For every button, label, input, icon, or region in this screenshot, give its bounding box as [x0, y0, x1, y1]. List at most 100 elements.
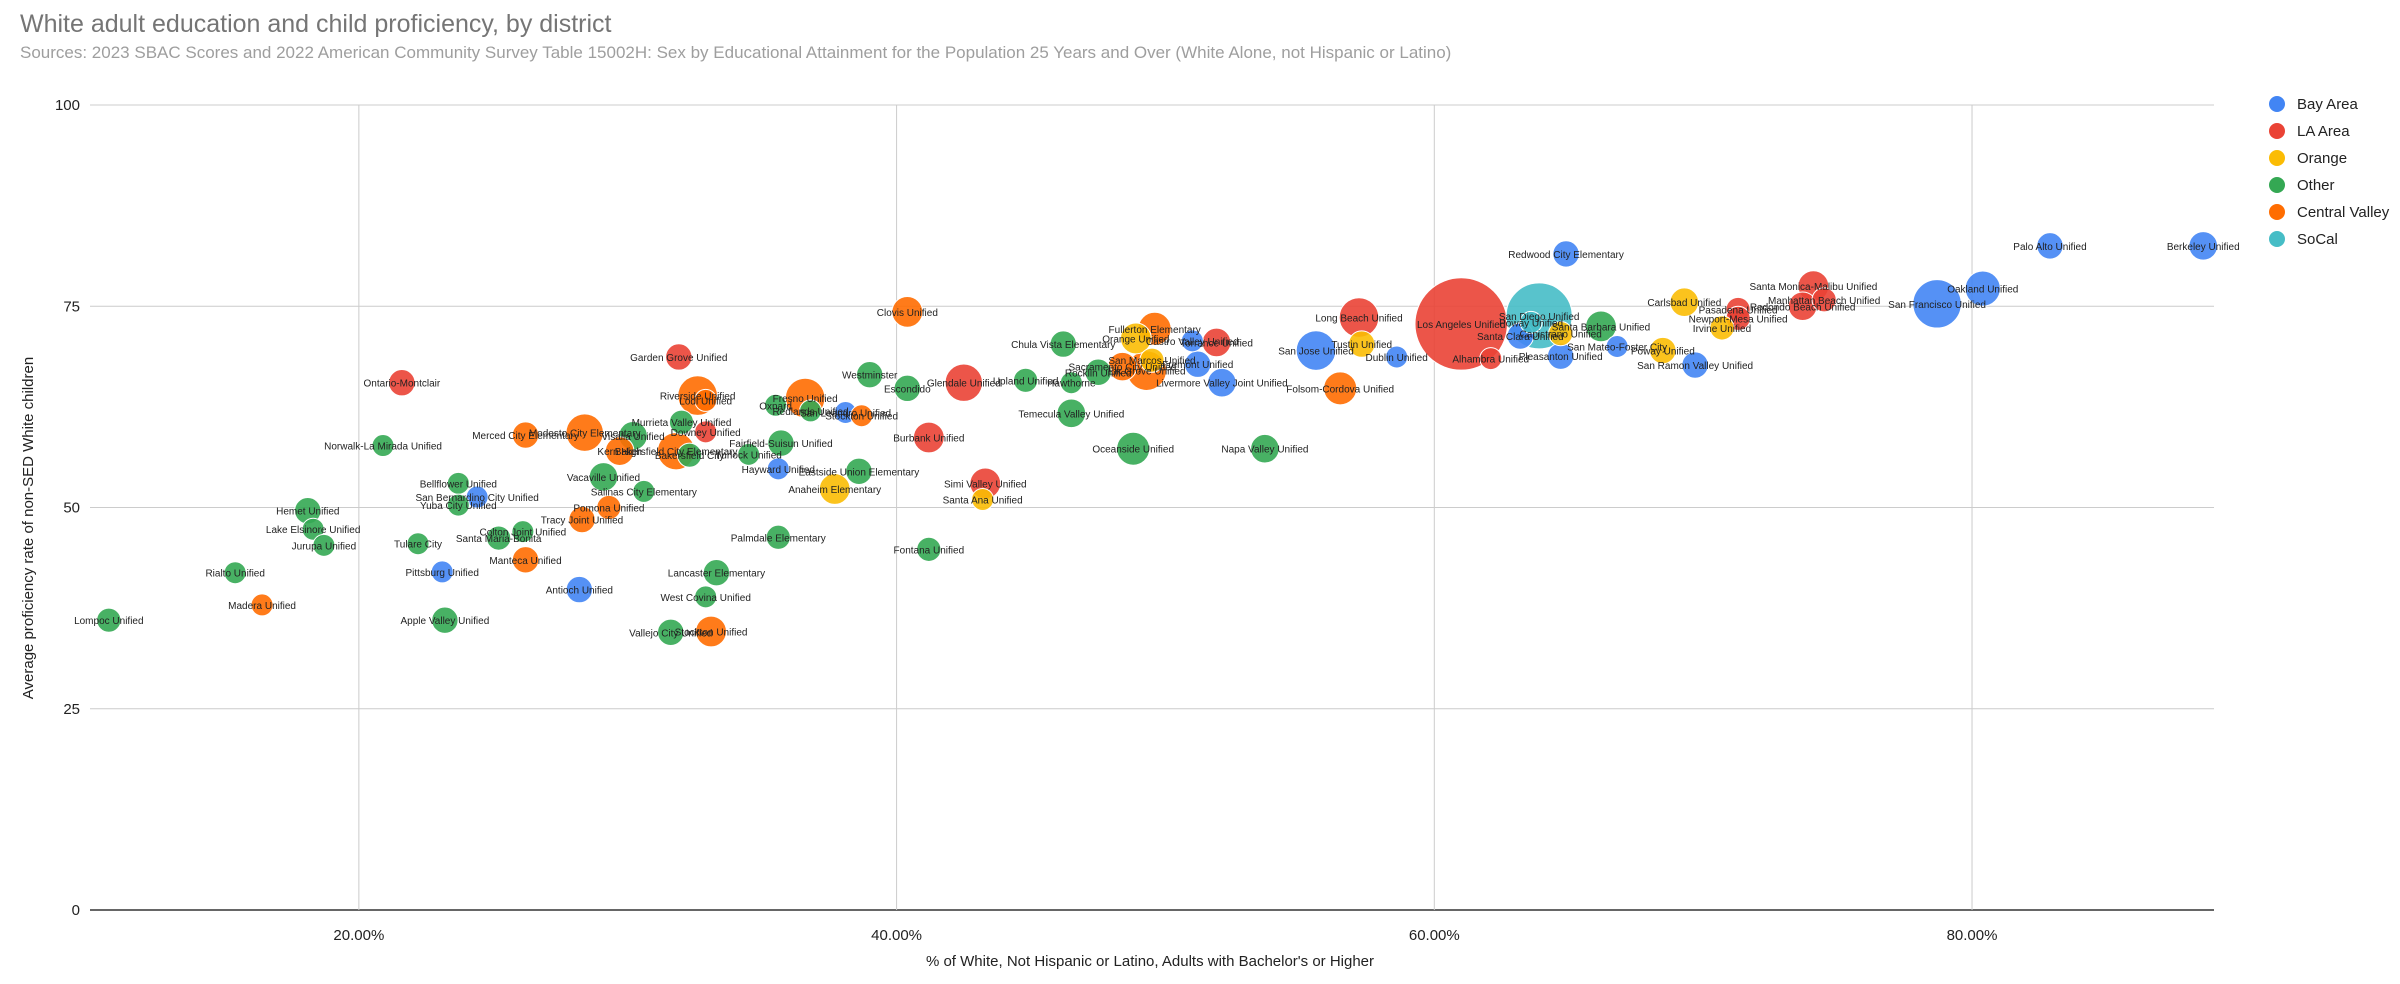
data-point[interactable] [912, 421, 945, 454]
data-point[interactable] [694, 388, 718, 412]
data-point[interactable] [850, 404, 874, 428]
data-point[interactable] [632, 479, 656, 503]
data-point[interactable] [767, 429, 795, 457]
data-point[interactable] [2188, 231, 2219, 261]
data-point[interactable] [1116, 431, 1151, 466]
data-point[interactable] [676, 442, 703, 468]
data-points [96, 231, 2219, 648]
data-point[interactable] [855, 360, 884, 389]
data-point[interactable] [511, 546, 540, 574]
data-point[interactable] [657, 618, 685, 646]
data-point[interactable] [1049, 330, 1077, 358]
data-point[interactable] [694, 420, 718, 444]
data-point[interactable] [737, 442, 761, 466]
point-label: Long Beach Unified [1315, 314, 1402, 325]
data-point[interactable] [388, 369, 416, 397]
point-label: Sacramento City Unified [1069, 363, 1177, 374]
data-point[interactable] [1811, 287, 1837, 313]
data-point[interactable] [1059, 371, 1083, 395]
data-point[interactable] [1548, 321, 1574, 347]
data-point[interactable] [1119, 322, 1152, 355]
data-point[interactable] [766, 457, 790, 481]
data-point[interactable] [446, 493, 470, 517]
data-point[interactable] [1139, 347, 1165, 373]
data-point[interactable] [818, 473, 851, 505]
point-label: Vacaville Unified [567, 473, 640, 484]
data-point[interactable] [301, 517, 325, 541]
data-point[interactable] [1709, 315, 1735, 341]
point-label: Pasadena Unified [1699, 305, 1778, 316]
data-point[interactable] [406, 532, 430, 556]
y-axis-title: Average proficiency rate of non-SED Whit… [20, 357, 37, 699]
point-label: Pittsburg Unified [406, 568, 479, 579]
point-label: West Covina Unified [660, 593, 750, 604]
data-point[interactable] [1519, 310, 1543, 334]
data-point[interactable] [511, 520, 535, 544]
data-point[interactable] [1681, 351, 1709, 379]
point-label: Murrieta Valley Unified [632, 418, 732, 429]
data-point[interactable] [1180, 329, 1204, 353]
data-point[interactable] [1013, 367, 1039, 393]
data-point[interactable] [568, 505, 596, 534]
data-point[interactable] [1084, 358, 1112, 386]
data-point[interactable] [604, 436, 635, 466]
data-point[interactable] [891, 295, 924, 328]
data-point[interactable] [916, 536, 942, 562]
data-point[interactable] [511, 421, 540, 449]
data-point[interactable] [893, 374, 922, 403]
data-point[interactable] [250, 593, 274, 617]
data-point[interactable] [1649, 336, 1677, 365]
data-point[interactable] [695, 615, 727, 648]
data-point[interactable] [1585, 310, 1617, 343]
data-point[interactable] [665, 343, 693, 371]
data-point[interactable] [431, 606, 459, 634]
data-point[interactable] [2036, 232, 2064, 260]
point-label: Tulare City [394, 540, 442, 551]
data-point[interactable] [1479, 347, 1503, 371]
data-point[interactable] [96, 607, 122, 633]
point-label: Kern High [597, 447, 641, 458]
data-point[interactable] [588, 462, 619, 492]
data-point[interactable] [1295, 330, 1337, 371]
point-label: Bellflower Unified [420, 479, 497, 490]
data-point[interactable] [668, 409, 695, 435]
data-point[interactable] [223, 561, 247, 585]
data-point[interactable] [371, 434, 395, 458]
y-tick-label: 0 [72, 902, 80, 919]
data-point[interactable] [430, 560, 454, 584]
data-point[interactable] [764, 393, 788, 417]
point-label: Fullerton Elementary [1109, 325, 1201, 336]
data-point[interactable] [565, 413, 604, 452]
point-label: San Mateo-Foster City [1567, 343, 1667, 354]
data-point[interactable] [1250, 433, 1280, 464]
legend-label: SoCal [2297, 231, 2338, 248]
point-label: Manteca Unified [489, 556, 561, 567]
data-point[interactable] [1552, 240, 1580, 268]
data-point[interactable] [845, 457, 873, 485]
data-point[interactable] [1348, 330, 1376, 358]
data-point[interactable] [1669, 287, 1700, 318]
point-label: Livermore Valley Joint Unified [1156, 379, 1288, 390]
point-label: Dublin Unified [1366, 353, 1428, 364]
point-label: Burbank Unified [893, 433, 964, 444]
point-label: Rocklin Unified [1065, 368, 1132, 379]
data-point[interactable] [1385, 345, 1409, 369]
data-point[interactable] [971, 487, 995, 511]
data-point[interactable] [312, 533, 336, 557]
data-point[interactable] [1912, 279, 1962, 329]
data-point[interactable] [702, 559, 731, 587]
data-point[interactable] [596, 494, 622, 521]
data-point[interactable] [486, 525, 512, 551]
data-point[interactable] [1207, 367, 1237, 398]
data-point[interactable] [1323, 371, 1358, 406]
data-point[interactable] [799, 399, 823, 423]
data-point[interactable] [1605, 335, 1629, 358]
data-point[interactable] [1056, 398, 1087, 429]
data-point[interactable] [565, 575, 594, 604]
data-point[interactable] [765, 524, 791, 550]
point-label: Tracy Joint Unified [541, 516, 623, 527]
point-label: San Leandro Unified [800, 409, 891, 420]
data-point[interactable] [944, 363, 983, 402]
data-point[interactable] [694, 585, 718, 609]
data-point[interactable] [1964, 270, 2001, 307]
